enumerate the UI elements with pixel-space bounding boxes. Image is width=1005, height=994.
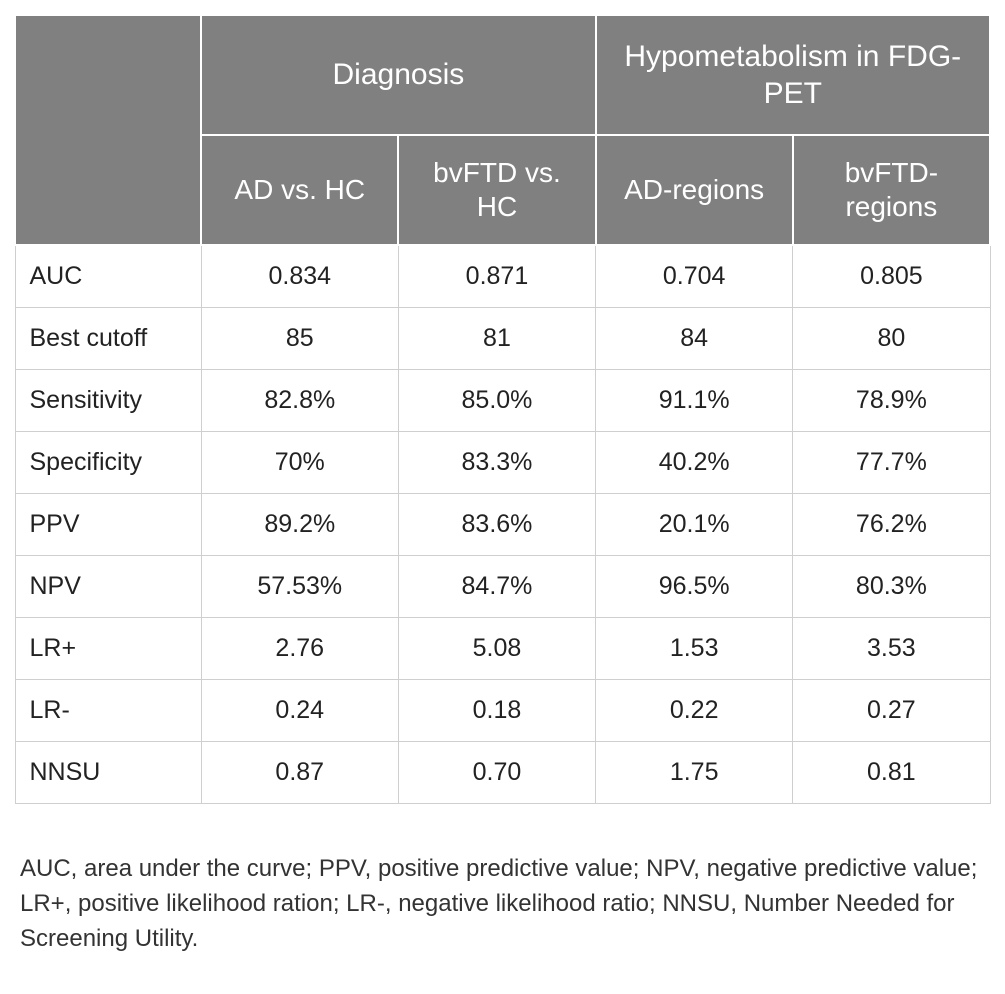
row-label: NPV [15,556,201,618]
cell: 40.2% [596,432,793,494]
sub-header-bvftd-vs-hc: bvFTD vs. HC [398,135,595,245]
row-label: Sensitivity [15,370,201,432]
cell: 0.18 [398,680,595,742]
row-label: Best cutoff [15,308,201,370]
row-label: LR+ [15,618,201,680]
cell: 0.805 [793,245,990,308]
cell: 20.1% [596,494,793,556]
row-label: AUC [15,245,201,308]
cell: 0.27 [793,680,990,742]
cell: 3.53 [793,618,990,680]
table-row: Sensitivity 82.8% 85.0% 91.1% 78.9% [15,370,990,432]
cell: 1.53 [596,618,793,680]
table-row: AUC 0.834 0.871 0.704 0.805 [15,245,990,308]
row-label: NNSU [15,742,201,804]
cell: 0.81 [793,742,990,804]
cell: 2.76 [201,618,398,680]
table-row: NNSU 0.87 0.70 1.75 0.81 [15,742,990,804]
cell: 0.87 [201,742,398,804]
footnote-text: AUC, area under the curve; PPV, positive… [14,852,991,956]
cell: 0.22 [596,680,793,742]
cell: 83.3% [398,432,595,494]
cell: 0.834 [201,245,398,308]
cell: 1.75 [596,742,793,804]
row-label: LR- [15,680,201,742]
cell: 96.5% [596,556,793,618]
cell: 78.9% [793,370,990,432]
cell: 77.7% [793,432,990,494]
cell: 83.6% [398,494,595,556]
row-label: PPV [15,494,201,556]
cell: 76.2% [793,494,990,556]
group-header-diagnosis: Diagnosis [201,15,595,135]
sub-header-ad-vs-hc: AD vs. HC [201,135,398,245]
cell: 5.08 [398,618,595,680]
cell: 82.8% [201,370,398,432]
cell: 80.3% [793,556,990,618]
table-row: PPV 89.2% 83.6% 20.1% 76.2% [15,494,990,556]
cell: 85 [201,308,398,370]
sub-header-bvftd-regions: bvFTD-regions [793,135,990,245]
cell: 0.871 [398,245,595,308]
table-row: Specificity 70% 83.3% 40.2% 77.7% [15,432,990,494]
table-row: LR+ 2.76 5.08 1.53 3.53 [15,618,990,680]
results-table: Diagnosis Hypometabolism in FDG-PET AD v… [14,14,991,804]
cell: 57.53% [201,556,398,618]
cell: 80 [793,308,990,370]
cell: 85.0% [398,370,595,432]
table-row: LR- 0.24 0.18 0.22 0.27 [15,680,990,742]
cell: 91.1% [596,370,793,432]
group-header-hypometabolism: Hypometabolism in FDG-PET [596,15,990,135]
cell: 89.2% [201,494,398,556]
table-row: NPV 57.53% 84.7% 96.5% 80.3% [15,556,990,618]
cell: 0.70 [398,742,595,804]
sub-header-ad-regions: AD-regions [596,135,793,245]
cell: 81 [398,308,595,370]
cell: 84 [596,308,793,370]
cell: 0.704 [596,245,793,308]
cell: 70% [201,432,398,494]
cell: 84.7% [398,556,595,618]
header-corner [15,15,201,245]
table-row: Best cutoff 85 81 84 80 [15,308,990,370]
cell: 0.24 [201,680,398,742]
table-body: AUC 0.834 0.871 0.704 0.805 Best cutoff … [15,245,990,804]
row-label: Specificity [15,432,201,494]
